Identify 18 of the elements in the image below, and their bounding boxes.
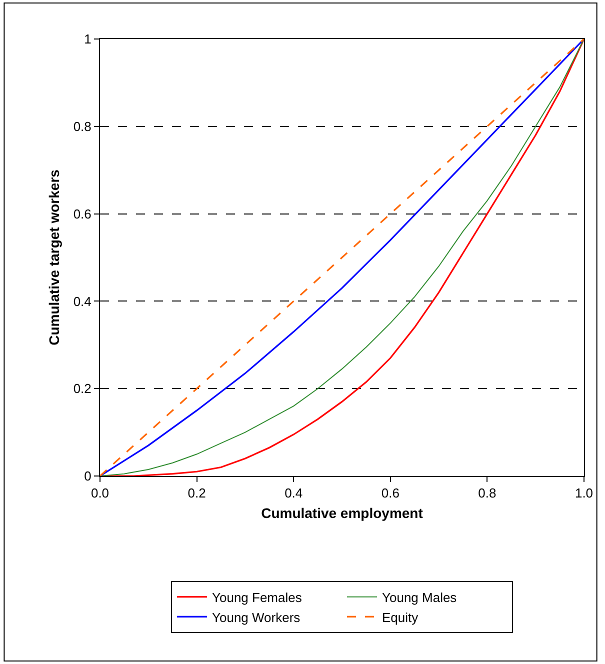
x-tick-label: 0.6 (381, 486, 400, 501)
y-tick-label: 0.2 (73, 381, 92, 396)
y-tick-label: 0 (84, 468, 92, 484)
legend-label: Young Workers (212, 610, 301, 625)
y-tick-label: 1 (84, 32, 92, 47)
legend-label: Equity (382, 610, 419, 625)
legend-label: Young Males (382, 590, 458, 605)
x-tick-label: 1.0 (574, 486, 594, 501)
y-tick-label: 0.6 (73, 206, 92, 222)
y-tick-label: 0.4 (73, 294, 92, 309)
x-tick-label: 0.0 (90, 486, 110, 501)
y-axis-title: Cumulative target workers (46, 169, 62, 346)
legend-label: Young Females (212, 590, 302, 605)
y-tick-label: 0.8 (73, 118, 92, 134)
x-tick-label: 0.8 (478, 486, 496, 501)
x-tick-label: 0.2 (188, 486, 206, 501)
x-axis-title: Cumulative employment (261, 504, 424, 521)
x-tick-label: 0.4 (284, 486, 303, 501)
